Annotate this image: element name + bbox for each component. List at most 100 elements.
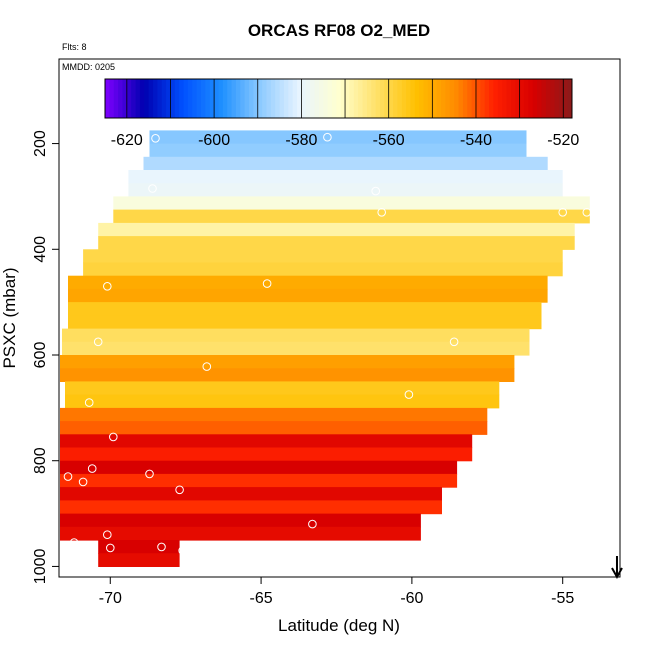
colorbar-segment-16 — [174, 79, 180, 118]
x-axis-label: Latitude (deg N) — [278, 616, 400, 635]
colorbar-segment-3 — [118, 79, 123, 118]
colorbar-segment-58 — [358, 79, 363, 118]
colorbar — [104, 78, 573, 119]
plot-cells — [60, 130, 590, 567]
colorbar-segment-14 — [166, 79, 171, 118]
colorbar-segment-49 — [318, 79, 324, 118]
heatmap-band-18 — [60, 368, 515, 382]
colorbar-frame — [104, 78, 573, 119]
colorbar-segment-76 — [436, 79, 442, 118]
colorbar-segment-29 — [231, 79, 237, 118]
colorbar-segment-84 — [471, 79, 477, 118]
colorbar-segment-52 — [331, 79, 337, 118]
colorbar-segment-94 — [515, 79, 521, 118]
colorbar-segment-103 — [554, 79, 560, 118]
colorbar-segment-88 — [489, 79, 494, 118]
colorbar-segment-68 — [401, 79, 407, 118]
flight-marker-22 — [422, 522, 432, 532]
colorbar-tick-label: -560 — [373, 132, 405, 149]
colorbar-segment-61 — [371, 79, 377, 118]
flight-marker-26 — [157, 542, 166, 552]
colorbar-segment-11 — [153, 79, 158, 118]
flight-marker-23 — [103, 530, 112, 540]
colorbar-segment-78 — [445, 79, 451, 118]
colorbar-tick-label: -620 — [111, 132, 143, 149]
colorbar-segment-15 — [170, 79, 176, 118]
flight-marker-2 — [528, 132, 537, 141]
colorbar-tick-label: -600 — [198, 132, 230, 149]
colorbar-segment-56 — [349, 79, 355, 118]
heatmap-band-28 — [60, 500, 442, 515]
flight-marker-5 — [377, 208, 387, 217]
heatmap-band-22 — [60, 421, 488, 435]
colorbar-segment-2 — [113, 79, 119, 118]
heatmap-band-4 — [128, 183, 563, 197]
heatmap-band-17 — [60, 355, 515, 369]
colorbar-segment-7 — [135, 79, 141, 118]
colorbar-segment-36 — [262, 79, 267, 118]
heatmap-band-13 — [68, 302, 542, 316]
colorbar-segment-44 — [297, 79, 302, 118]
heatmap-band-19 — [65, 381, 500, 396]
heatmap-band-0 — [149, 130, 527, 145]
x-tick-label: -55 — [551, 590, 574, 607]
colorbar-segment-77 — [441, 79, 446, 118]
y-tick-label: 1000 — [32, 549, 49, 585]
heatmap-band-2 — [143, 156, 548, 171]
colorbar-segment-96 — [523, 79, 529, 118]
colorbar-segment-102 — [550, 79, 556, 118]
arrow-head — [611, 567, 623, 580]
colorbar-segment-74 — [427, 79, 433, 118]
colorbar-segment-97 — [528, 79, 534, 118]
colorbar-segment-60 — [366, 79, 372, 118]
colorbar-segment-105 — [563, 79, 569, 118]
colorbar-segment-104 — [558, 79, 564, 118]
colorbar-segment-53 — [336, 79, 342, 118]
colorbar-segment-75 — [432, 79, 438, 118]
flight-marker-11 — [449, 337, 459, 347]
flight-marker-18 — [78, 477, 88, 487]
direction-arrow — [611, 556, 623, 580]
flight-marker-1 — [323, 132, 332, 142]
heatmap-band-26 — [60, 473, 458, 488]
colorbar-segment-22 — [201, 79, 206, 118]
colorbar-segment-87 — [484, 79, 490, 118]
colorbar-segment-0 — [105, 79, 110, 118]
flights-note: Flts: 8 — [62, 42, 87, 52]
colorbar-segment-101 — [545, 79, 551, 118]
heatmap-band-32 — [98, 553, 180, 567]
flight-marker-7 — [582, 208, 592, 217]
flight-marker-25 — [106, 543, 115, 553]
colorbar-tick-label: -540 — [460, 132, 492, 149]
heatmap-band-25 — [60, 460, 458, 475]
colorbar-segment-57 — [353, 79, 359, 118]
colorbar-segment-38 — [270, 79, 276, 118]
heatmap-band-14 — [68, 315, 542, 330]
colorbar-segment-40 — [279, 79, 285, 118]
y-tick-label: 800 — [32, 447, 49, 474]
heatmap-band-15 — [62, 328, 530, 343]
heatmap-band-12 — [68, 288, 548, 303]
colorbar-segment-30 — [235, 79, 241, 118]
date-note: MMDD: 0205 — [62, 62, 115, 72]
heatmap-band-29 — [60, 513, 421, 528]
colorbar-segment-63 — [379, 79, 385, 118]
plot-markers — [63, 132, 592, 555]
colorbar-segment-5 — [126, 79, 132, 118]
heatmap-band-20 — [65, 394, 500, 409]
colorbar-segment-9 — [144, 79, 150, 118]
flight-marker-6 — [558, 208, 568, 217]
flight-marker-13 — [84, 398, 94, 407]
colorbar-tick-label: -520 — [547, 132, 579, 149]
colorbar-segment-69 — [406, 79, 412, 118]
colorbar-segment-12 — [157, 79, 163, 118]
colorbar-segment-51 — [327, 79, 333, 118]
colorbar-segment-41 — [283, 79, 289, 118]
colorbar-segment-67 — [397, 79, 403, 118]
colorbar-segment-70 — [410, 79, 416, 118]
chart-title: ORCAS RF08 O2_MED — [248, 21, 430, 40]
colorbar-segment-27 — [222, 79, 228, 118]
y-tick-label: 200 — [32, 130, 49, 157]
colorbar-segment-71 — [414, 79, 420, 118]
